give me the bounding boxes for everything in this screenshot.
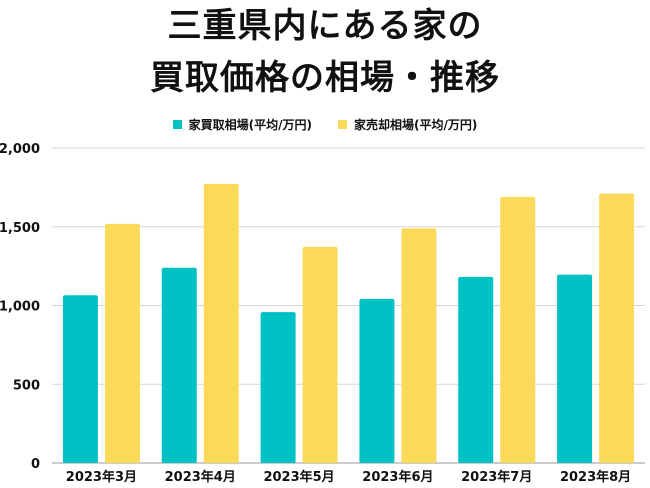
legend-item-buy: 家買取相場(平均/万円) xyxy=(172,116,312,133)
legend-swatch-sell xyxy=(338,120,347,129)
bar-sell xyxy=(104,223,140,463)
bar-sell xyxy=(302,246,338,463)
x-tick-label: 2023年7月 xyxy=(461,469,532,485)
bar-buy xyxy=(62,295,98,463)
x-tick-label: 2023年3月 xyxy=(66,469,137,485)
bar-sell xyxy=(599,193,635,464)
y-tick-label: 1,500 xyxy=(0,221,40,236)
y-tick-label: 1,000 xyxy=(0,300,40,315)
legend-swatch-buy xyxy=(172,120,182,129)
legend-label-buy: 家買取相場(平均/万円) xyxy=(188,118,312,132)
bar-buy xyxy=(359,298,395,463)
bar-buy xyxy=(458,276,494,463)
legend-label-sell: 家売却相場(平均/万円) xyxy=(354,118,478,132)
bar-buy xyxy=(260,312,296,463)
legend-item-sell: 家売却相場(平均/万円) xyxy=(338,116,477,133)
x-tick-label: 2023年6月 xyxy=(362,469,433,485)
x-tick-label: 2023年5月 xyxy=(263,469,334,485)
bar-sell xyxy=(401,228,437,463)
y-tick-label: 0 xyxy=(31,457,40,472)
y-tick-label: 2,000 xyxy=(0,142,40,157)
chart-title-line-1: 三重県内にある家の xyxy=(167,6,483,46)
chart-legend: 家買取相場(平均/万円) 家売却相場(平均/万円) xyxy=(0,116,650,133)
y-tick-label: 500 xyxy=(13,378,40,393)
x-tick-label: 2023年4月 xyxy=(165,469,236,485)
chart-title-line-2: 買取価格の相場・推移 xyxy=(150,58,500,98)
bar-buy xyxy=(161,267,197,463)
x-tick-label: 2023年8月 xyxy=(560,469,631,485)
bar-buy xyxy=(557,274,593,463)
bar-sell xyxy=(500,196,536,463)
bar-sell xyxy=(203,183,239,463)
